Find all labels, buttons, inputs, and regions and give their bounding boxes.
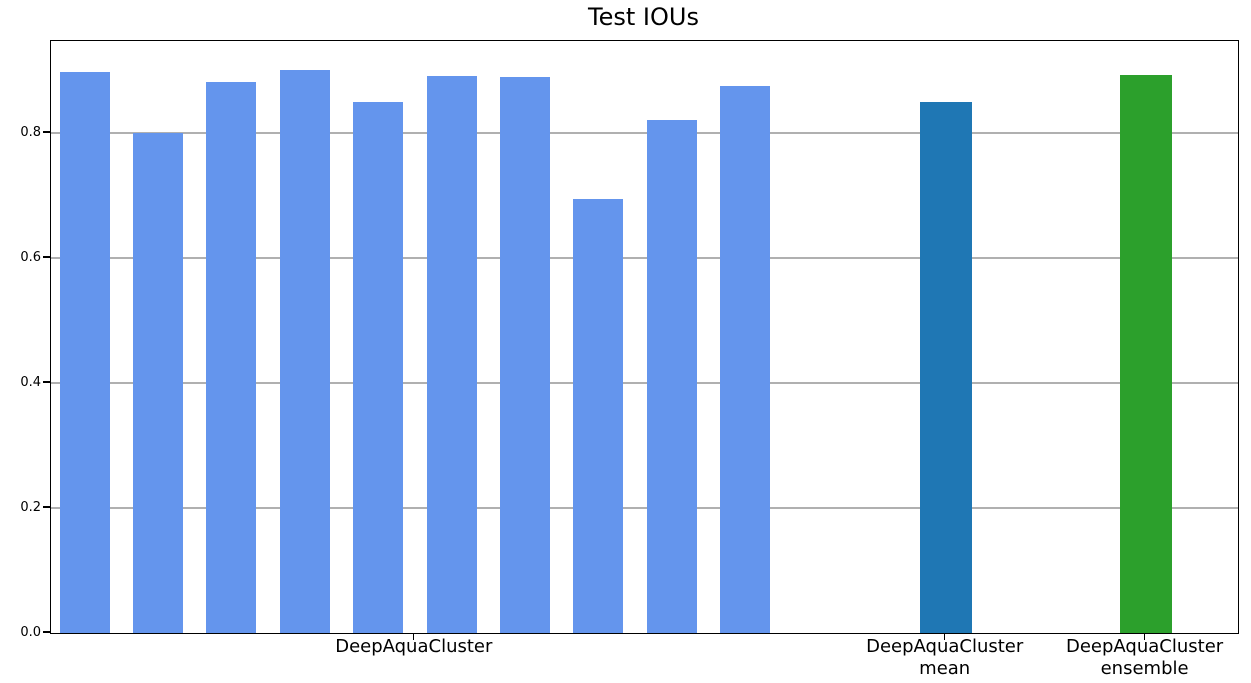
bar-deepaquacluster-6: [499, 76, 550, 633]
y-tick-label: 0.0: [20, 624, 41, 640]
bar-deepaquacluster-8: [646, 119, 697, 633]
plot-area: [50, 40, 1239, 634]
x-tick-mark: [944, 633, 946, 640]
gridline: [51, 257, 1238, 259]
x-tick-label-deepaquacluster-mean: DeepAquaCluster mean: [866, 636, 1024, 679]
bar-deepaquacluster-ensemble-0: [1119, 74, 1172, 633]
x-tick-label-deepaquacluster-ensemble: DeepAquaCluster ensemble: [1066, 636, 1224, 679]
bar-deepaquacluster-0: [59, 71, 110, 633]
gridline: [51, 132, 1238, 134]
y-tick-label: 0.4: [20, 374, 41, 390]
chart-title: Test IOUs: [588, 3, 699, 31]
bar-deepaquacluster-4: [353, 101, 404, 633]
y-tick-mark: [43, 506, 50, 508]
gridline: [51, 507, 1238, 509]
bar-deepaquacluster-7: [573, 199, 624, 633]
x-tick-mark: [413, 633, 415, 640]
bar-deepaquacluster-mean-0: [919, 101, 972, 633]
y-tick-mark: [43, 256, 50, 258]
bar-deepaquacluster-3: [279, 69, 330, 633]
x-tick-mark: [1143, 633, 1146, 640]
bar-deepaquacluster-2: [206, 81, 257, 633]
y-tick-mark: [43, 381, 50, 383]
y-tick-mark: [43, 131, 50, 133]
y-tick-label: 0.8: [20, 124, 41, 140]
y-tick-label: 0.6: [20, 249, 41, 265]
gridline: [51, 382, 1238, 384]
y-tick-mark: [43, 631, 50, 633]
x-tick-label-deepaquacluster: DeepAquaCluster: [335, 636, 493, 657]
bar-deepaquacluster-5: [426, 76, 477, 633]
bar-deepaquacluster-9: [720, 85, 771, 633]
bar-deepaquacluster-1: [132, 133, 183, 633]
y-tick-label: 0.2: [20, 499, 41, 515]
